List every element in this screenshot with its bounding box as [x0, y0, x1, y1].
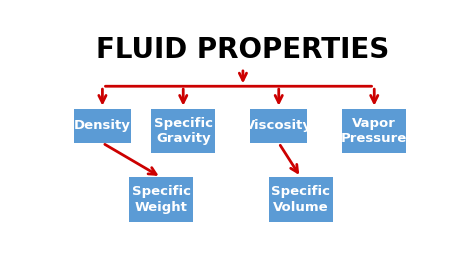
FancyBboxPatch shape — [151, 109, 215, 153]
FancyBboxPatch shape — [269, 177, 333, 222]
Text: Vapor
Pressure: Vapor Pressure — [341, 117, 407, 145]
Text: Specific
Weight: Specific Weight — [132, 185, 191, 214]
FancyBboxPatch shape — [74, 109, 131, 143]
Text: Viscosity: Viscosity — [245, 119, 312, 132]
Text: Density: Density — [74, 119, 131, 132]
Text: FLUID PROPERTIES: FLUID PROPERTIES — [96, 36, 390, 64]
Text: Specific
Gravity: Specific Gravity — [154, 117, 213, 145]
FancyBboxPatch shape — [342, 109, 406, 153]
FancyBboxPatch shape — [250, 109, 307, 143]
Text: Specific
Volume: Specific Volume — [271, 185, 330, 214]
FancyBboxPatch shape — [129, 177, 193, 222]
